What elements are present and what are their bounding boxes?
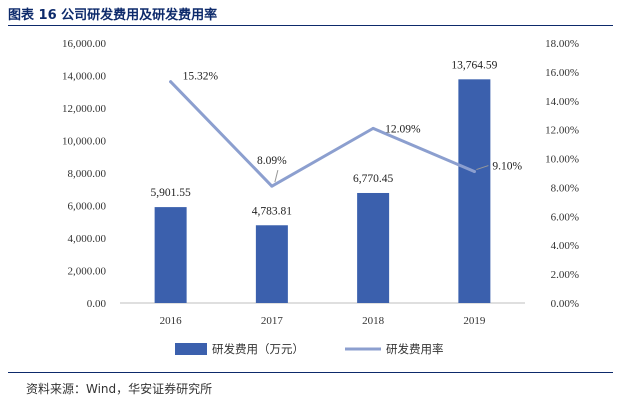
category-tick-label: 2017 [261, 315, 284, 327]
line-point [169, 80, 173, 84]
right-axis-tick-label: 10.00% [545, 154, 579, 166]
left-axis-tick-label: 4,000.00 [68, 233, 107, 245]
line-data-label: 9.10% [492, 161, 522, 173]
category-tick-label: 2019 [463, 315, 486, 327]
data-label-leader [476, 165, 489, 171]
right-axis-tick-label: 0.00% [551, 298, 579, 310]
right-axis-tick-label: 8.00% [551, 182, 579, 194]
title-rule [8, 25, 613, 26]
right-axis-tick-label: 4.00% [551, 240, 579, 252]
legend: 研发费用（万元） 研发费用率 [175, 342, 444, 356]
right-axis-tick-label: 12.00% [545, 125, 579, 137]
right-axis-tick-label: 2.00% [551, 269, 579, 281]
bar-data-label: 6,770.45 [353, 173, 394, 185]
left-axis-tick-label: 14,000.00 [62, 71, 107, 83]
right-axis-tick-label: 6.00% [551, 211, 579, 223]
bar [357, 192, 390, 303]
bar-data-labels: 5,901.55 4,783.81 6,770.45 13,764.59 [151, 59, 498, 217]
line-path [169, 80, 476, 188]
bar-data-label: 13,764.59 [451, 59, 497, 71]
line-series [169, 80, 476, 188]
category-tick-labels: 2016 2017 2018 2019 [160, 315, 486, 327]
legend-bar-swatch [175, 343, 207, 355]
chart: 0.00 2,000.00 4,000.00 6,000.00 8,000.00 10,0… [62, 38, 579, 356]
left-axis-tick-label: 0.00 [87, 298, 107, 310]
left-axis-tick-label: 2,000.00 [68, 266, 107, 278]
right-axis-tick-label: 14.00% [545, 96, 579, 108]
left-axis-tick-label: 10,000.00 [62, 136, 107, 148]
bar-series [154, 79, 491, 303]
right-axis-tick-label: 18.00% [545, 38, 579, 50]
bar [255, 225, 288, 303]
category-tick-label: 2018 [362, 315, 385, 327]
bar [458, 79, 491, 303]
line-data-label: 12.09% [385, 123, 421, 135]
category-tick-label: 2016 [160, 315, 183, 327]
legend-bar-label: 研发费用（万元） [212, 342, 304, 356]
right-axis-tick-label: 16.00% [545, 67, 579, 79]
bar [154, 207, 187, 303]
data-label-leader [274, 170, 279, 183]
source-note: 资料来源：Wind，华安证券研究所 [26, 382, 213, 396]
left-axis-tick-label: 16,000.00 [62, 38, 107, 50]
figure-title: 图表 16 公司研发费用及研发费用率 [8, 8, 218, 23]
line-point [472, 170, 476, 174]
legend-line-label: 研发费用率 [386, 342, 444, 356]
line-data-label: 15.32% [183, 71, 219, 83]
line-data-label: 8.09% [257, 155, 287, 167]
left-axis-tick-label: 12,000.00 [62, 103, 107, 115]
bottom-rule [8, 372, 613, 373]
left-axis-ticks: 0.00 2,000.00 4,000.00 6,000.00 8,000.00 10,0… [62, 38, 107, 310]
bar-data-label: 4,783.81 [252, 205, 293, 217]
left-axis-tick-label: 8,000.00 [68, 168, 107, 180]
line-point [371, 126, 375, 130]
line-point [270, 184, 274, 188]
line-data-labels: 15.32% 8.09% 12.09% 9.10% [183, 71, 523, 183]
right-axis-ticks: 0.00% 2.00% 4.00% 6.00% 8.00% 10.00% 12.00% 14.… [545, 38, 579, 310]
left-axis-tick-label: 6,000.00 [68, 201, 107, 213]
bar-data-label: 5,901.55 [151, 187, 192, 199]
